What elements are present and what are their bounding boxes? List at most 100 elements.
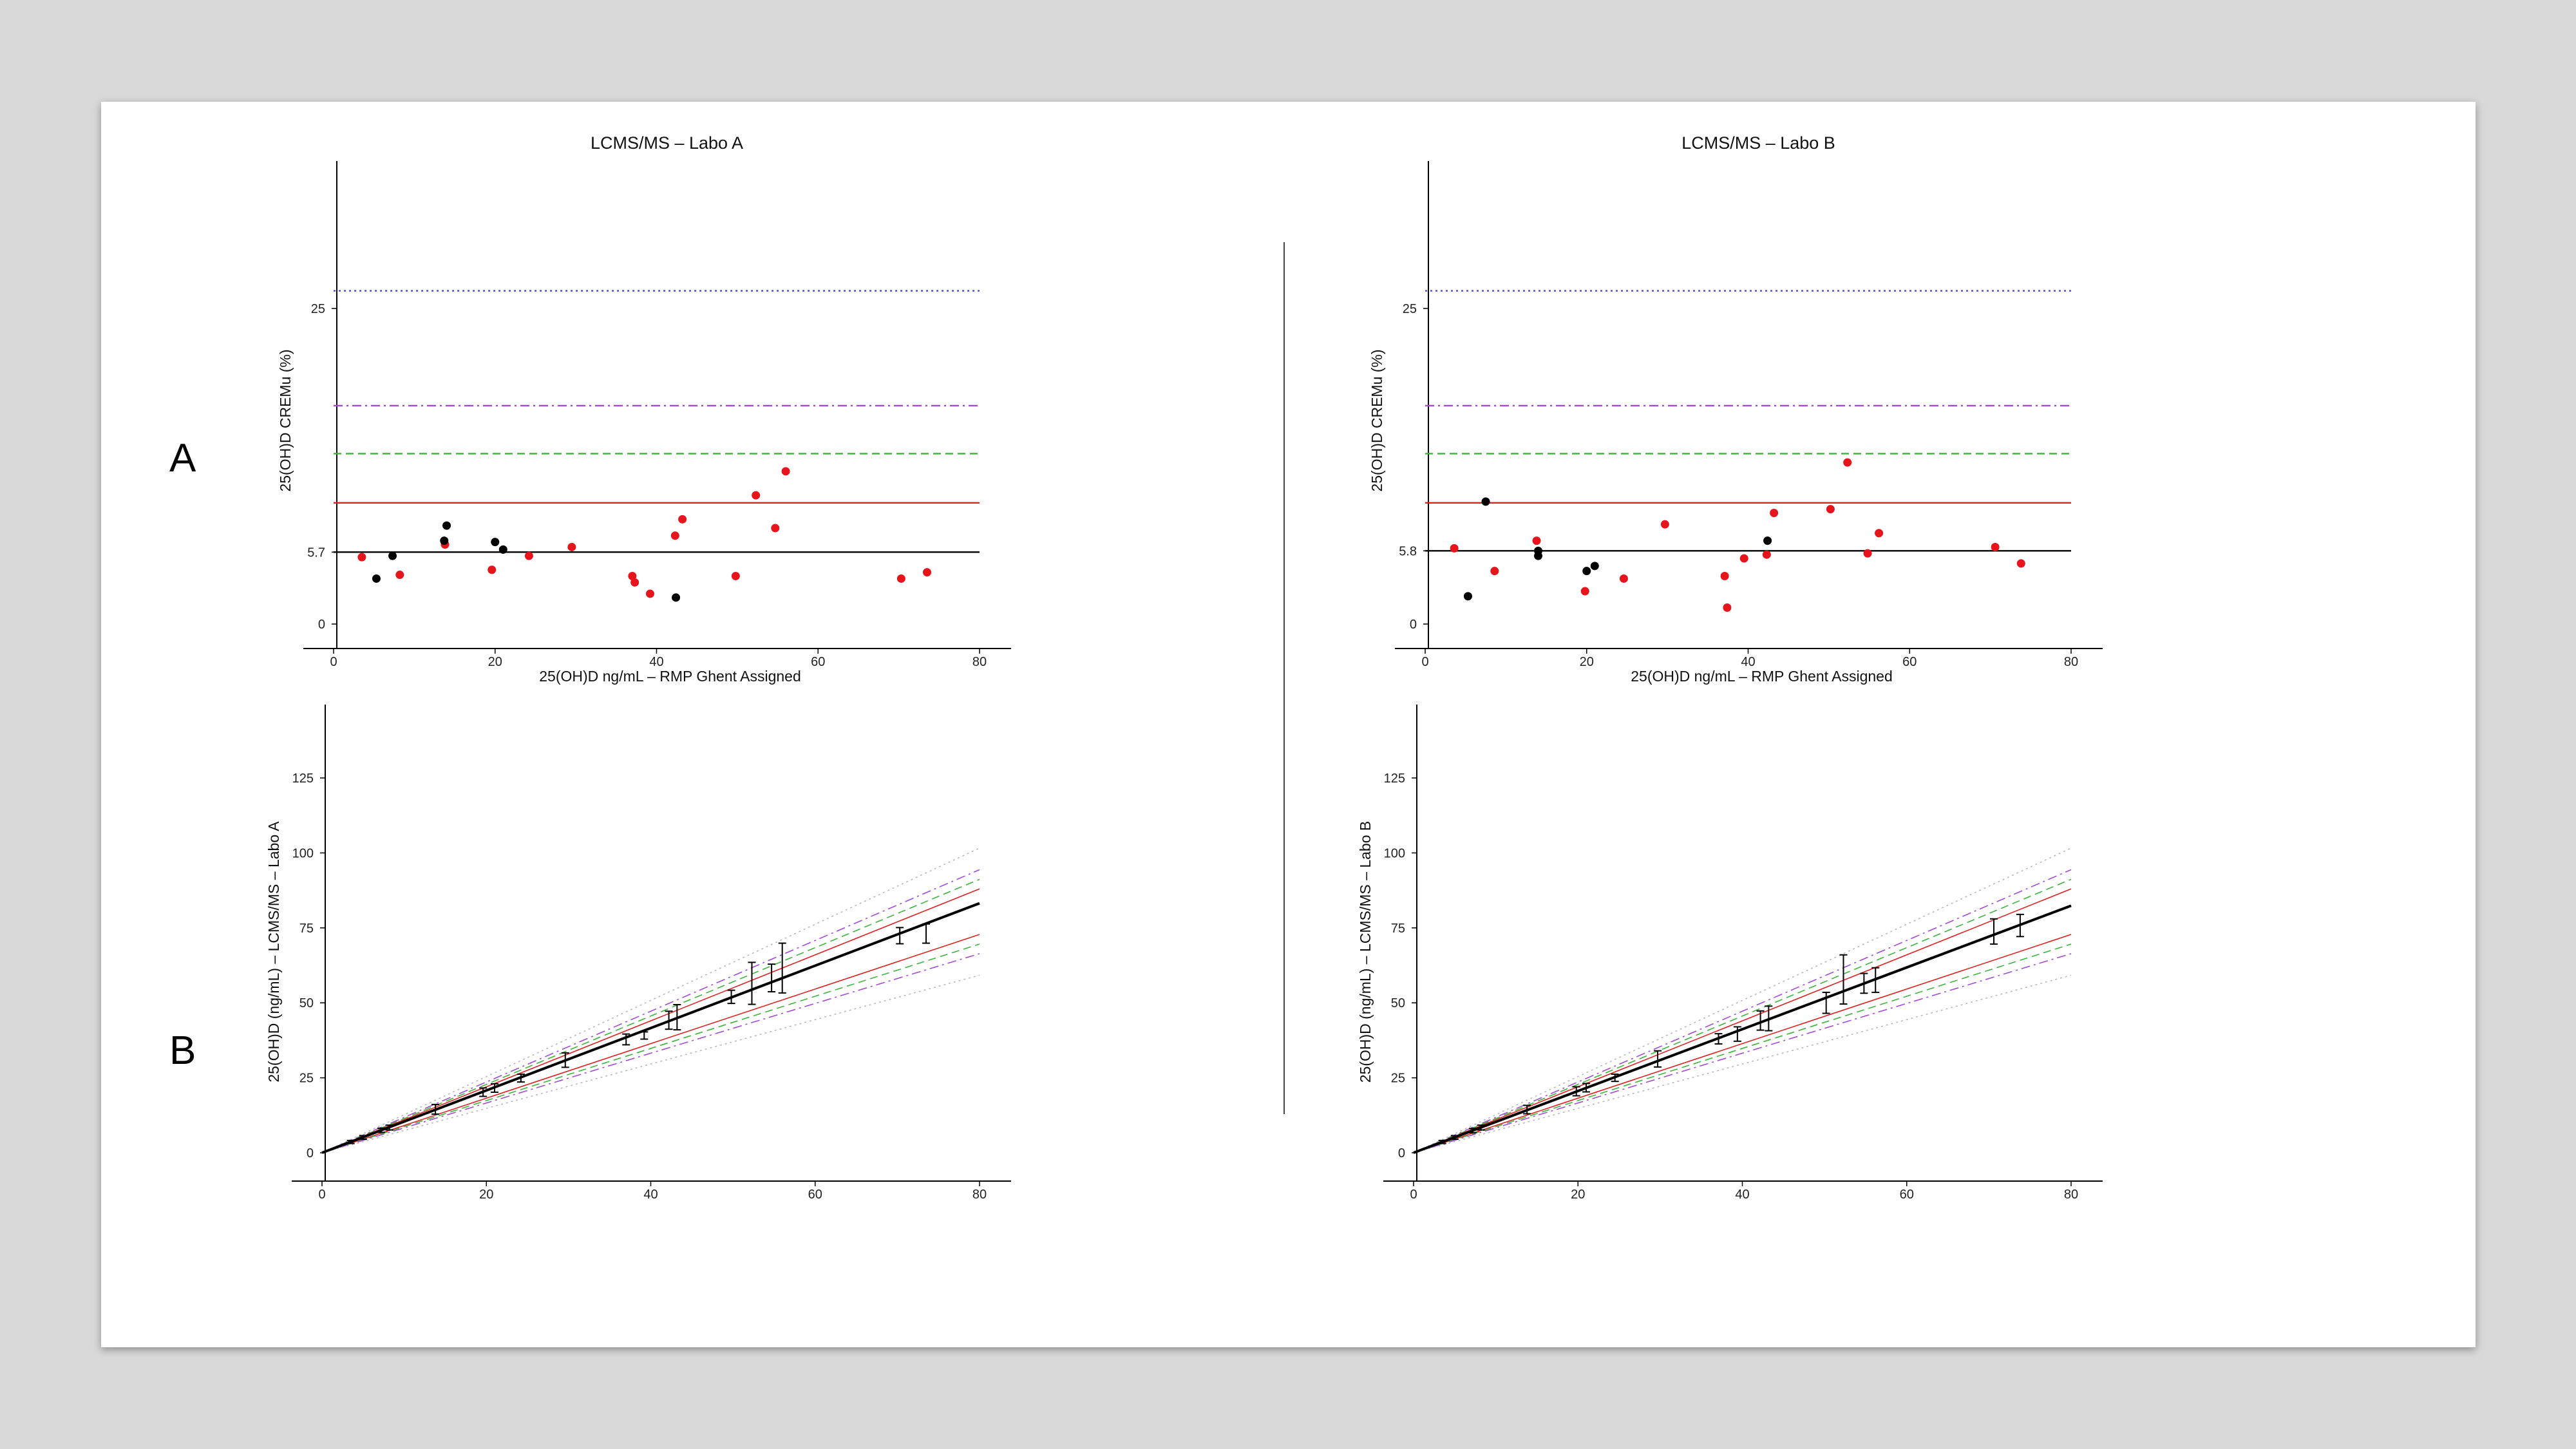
data-point-red — [1843, 458, 1852, 467]
data-point-red — [1720, 572, 1729, 581]
chart-title: LCMS/MS – Labo A — [591, 133, 743, 153]
data-point-black — [498, 545, 507, 554]
y-tick-label: 0 — [1410, 618, 1417, 632]
acceptance-band-line — [321, 888, 980, 1153]
acceptance-band-line — [321, 848, 980, 1153]
panel-label-b: B — [169, 1028, 196, 1073]
data-point-red — [2016, 559, 2025, 568]
acceptance-band-line — [1413, 974, 2072, 1153]
data-point-black — [1590, 562, 1599, 571]
x-tick-label: 20 — [1571, 1188, 1585, 1202]
acceptance-band-line — [1413, 848, 2072, 1153]
data-point-red — [1863, 549, 1872, 558]
data-point-red — [781, 467, 790, 476]
y-tick-label: 5.8 — [1399, 544, 1417, 558]
x-axis-label: 25(OH)D ng/mL – RMP Ghent Assigned — [1631, 668, 1893, 685]
y-tick-label: 25 — [1391, 1072, 1405, 1086]
y-tick-label: 125 — [292, 772, 314, 786]
data-point-red — [1762, 550, 1771, 559]
chart-labo-b-method: 0 20 40 60 80 0 25 50 75 100 125 25(OH)D (ng/mL) – … — [1357, 705, 2103, 1202]
data-point-red — [395, 571, 404, 580]
data-point-black — [372, 574, 381, 583]
slide: A B LCMS/MS – Labo A 0 20 40 60 80 25(OH)D ng/… — [101, 102, 2476, 1347]
data-point-red — [357, 553, 366, 562]
regression-line — [321, 902, 980, 1154]
data-point-red — [1723, 603, 1732, 612]
data-point-black — [442, 521, 451, 530]
y-tick-label: 0 — [307, 1146, 314, 1160]
data-point-red — [1619, 574, 1628, 583]
data-point-red — [731, 572, 740, 581]
data-point-black — [388, 551, 397, 560]
data-point-red — [670, 531, 679, 540]
data-point-red — [1991, 542, 2000, 551]
acceptance-band-line — [1413, 888, 2072, 1153]
y-tick-label: 100 — [1384, 846, 1405, 860]
y-tick-label: 5.7 — [307, 545, 325, 560]
chart-labo-a-method: 0 20 40 60 80 0 25 50 75 100 125 25(OH)D (ng/mL) – … — [265, 705, 1011, 1202]
acceptance-band-line — [321, 943, 980, 1153]
x-tick-label: 60 — [811, 655, 825, 669]
x-tick-label: 40 — [649, 655, 663, 669]
acceptance-band-line — [321, 934, 980, 1153]
data-point-red — [628, 572, 637, 581]
x-axis-label: 25(OH)D ng/mL – RMP Ghent Assigned — [539, 668, 801, 685]
data-point-red — [771, 524, 780, 533]
data-point-red — [1770, 509, 1779, 518]
data-point-red — [1826, 505, 1835, 514]
x-tick-label: 80 — [972, 655, 987, 669]
data-point-black — [440, 536, 449, 545]
x-tick-label: 80 — [972, 1188, 987, 1202]
x-tick-label: 60 — [1900, 1188, 1914, 1202]
acceptance-band-line — [1413, 934, 2072, 1153]
data-point-red — [1580, 587, 1589, 596]
acceptance-band-line — [1413, 878, 2072, 1153]
data-point-black — [491, 538, 500, 547]
data-point-black — [1481, 497, 1490, 506]
data-point-black — [1534, 551, 1543, 560]
x-tick-label: 20 — [488, 655, 502, 669]
data-point-red — [923, 568, 932, 577]
y-tick-label: 75 — [299, 922, 314, 936]
data-point-red — [645, 589, 654, 598]
y-tick-label: 25 — [1403, 302, 1417, 316]
data-point-red — [524, 551, 533, 560]
y-axis-label: 25(OH)D CREMu (%) — [1368, 349, 1385, 491]
y-axis-label: 25(OH)D (ng/mL) – LCMS/MS – Labo A — [265, 821, 282, 1083]
x-tick-label: 40 — [1741, 655, 1755, 669]
acceptance-band-line — [1413, 953, 2072, 1153]
y-axis-label: 25(OH)D (ng/mL) – LCMS/MS – Labo B — [1357, 821, 1374, 1083]
regression-line — [1413, 904, 2072, 1154]
chart-labo-b-bias: LCMS/MS – Labo B 0 20 40 60 80 25(OH)D ng/mL –… — [1368, 133, 2103, 685]
y-tick-label: 50 — [1391, 996, 1405, 1010]
acceptance-band-line — [1413, 869, 2072, 1153]
x-tick-label: 80 — [2064, 1188, 2078, 1202]
charts-canvas: LCMS/MS – Labo A 0 20 40 60 80 25(OH)D ng/mL –… — [265, 133, 2103, 1202]
x-tick-label: 40 — [1735, 1188, 1749, 1202]
data-point-red — [567, 542, 576, 551]
data-point-red — [1532, 536, 1541, 545]
acceptance-band-line — [1413, 943, 2072, 1153]
y-tick-label: 100 — [292, 846, 314, 860]
x-tick-label: 60 — [1902, 655, 1917, 669]
data-point-red — [488, 565, 497, 574]
x-tick-label: 0 — [330, 655, 337, 669]
x-tick-label: 0 — [1421, 655, 1428, 669]
data-point-red — [752, 491, 761, 500]
data-point-red — [678, 515, 687, 524]
x-tick-label: 20 — [479, 1188, 493, 1202]
x-tick-label: 0 — [318, 1188, 325, 1202]
y-tick-label: 50 — [299, 996, 314, 1010]
y-tick-label: 25 — [299, 1072, 314, 1086]
data-point-red — [1490, 567, 1499, 576]
x-tick-label: 0 — [1410, 1188, 1417, 1202]
y-tick-label: 25 — [311, 302, 325, 316]
panel-label-a: A — [169, 436, 196, 480]
acceptance-band-line — [321, 953, 980, 1153]
data-point-red — [1450, 544, 1459, 553]
y-tick-label: 125 — [1384, 772, 1405, 786]
data-point-red — [896, 574, 905, 583]
data-point-red — [630, 578, 639, 587]
data-point-red — [1660, 520, 1669, 529]
x-tick-label: 80 — [2064, 655, 2078, 669]
